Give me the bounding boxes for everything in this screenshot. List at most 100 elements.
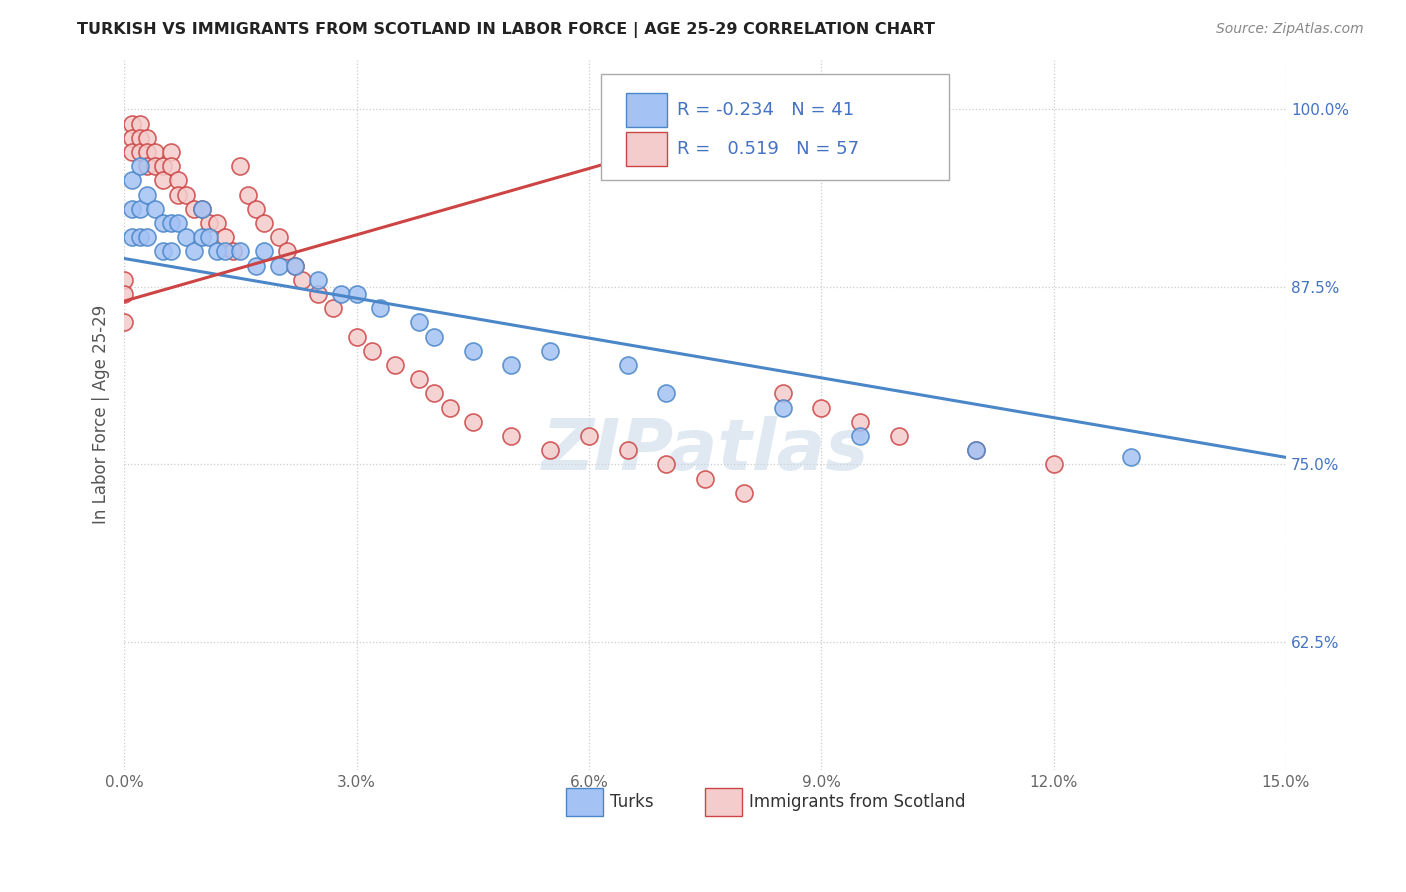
Point — [128, 230, 150, 244]
Point — [190, 230, 212, 244]
Point — [253, 216, 276, 230]
Point — [361, 343, 384, 358]
Point — [205, 216, 228, 230]
Point — [214, 230, 236, 244]
FancyBboxPatch shape — [626, 132, 666, 166]
Point — [810, 401, 832, 415]
Point — [887, 429, 910, 443]
Point — [772, 401, 794, 415]
FancyBboxPatch shape — [565, 788, 603, 816]
Point — [578, 429, 600, 443]
Point — [167, 187, 190, 202]
FancyBboxPatch shape — [600, 74, 949, 180]
Point — [461, 343, 484, 358]
Point — [112, 273, 135, 287]
Point — [136, 187, 159, 202]
Point — [236, 187, 259, 202]
Point — [121, 130, 143, 145]
Point — [276, 244, 298, 259]
Point — [190, 202, 212, 216]
Point — [152, 216, 174, 230]
Point — [198, 216, 221, 230]
Point — [229, 159, 252, 173]
Point — [159, 216, 181, 230]
Point — [538, 343, 561, 358]
Point — [439, 401, 461, 415]
Text: TURKISH VS IMMIGRANTS FROM SCOTLAND IN LABOR FORCE | AGE 25-29 CORRELATION CHART: TURKISH VS IMMIGRANTS FROM SCOTLAND IN L… — [77, 22, 935, 38]
Point — [693, 472, 716, 486]
FancyBboxPatch shape — [626, 93, 666, 127]
Point — [136, 230, 159, 244]
Point — [174, 187, 197, 202]
Point — [1119, 450, 1142, 465]
Point — [307, 287, 329, 301]
Point — [269, 230, 291, 244]
Point — [183, 202, 205, 216]
Point — [152, 159, 174, 173]
Text: R =   0.519   N = 57: R = 0.519 N = 57 — [678, 140, 859, 158]
Point — [655, 458, 678, 472]
Text: Source: ZipAtlas.com: Source: ZipAtlas.com — [1216, 22, 1364, 37]
Point — [501, 429, 523, 443]
Point — [384, 358, 406, 372]
Point — [152, 173, 174, 187]
Point — [121, 173, 143, 187]
Point — [346, 287, 368, 301]
Point — [167, 216, 190, 230]
Point — [269, 259, 291, 273]
Point — [284, 259, 307, 273]
Point — [159, 159, 181, 173]
Point — [152, 244, 174, 259]
Point — [423, 386, 446, 401]
Point — [346, 329, 368, 343]
Point — [205, 244, 228, 259]
Point — [112, 287, 135, 301]
Point — [190, 202, 212, 216]
Point — [368, 301, 391, 316]
Text: R = -0.234   N = 41: R = -0.234 N = 41 — [678, 101, 855, 119]
Point — [965, 443, 987, 458]
Point — [143, 202, 166, 216]
Point — [322, 301, 344, 316]
Point — [245, 259, 267, 273]
Point — [143, 145, 166, 159]
Point — [461, 415, 484, 429]
Point — [284, 259, 307, 273]
Point — [330, 287, 353, 301]
Point — [772, 386, 794, 401]
Point — [1042, 458, 1064, 472]
Point — [128, 159, 150, 173]
Point — [291, 273, 314, 287]
Point — [121, 116, 143, 130]
Point — [121, 230, 143, 244]
Point — [214, 244, 236, 259]
Y-axis label: In Labor Force | Age 25-29: In Labor Force | Age 25-29 — [93, 305, 110, 524]
Point — [307, 273, 329, 287]
Point — [128, 145, 150, 159]
Point — [408, 372, 430, 386]
Point — [655, 386, 678, 401]
Point — [501, 358, 523, 372]
Point — [965, 443, 987, 458]
Point — [136, 159, 159, 173]
Point — [159, 145, 181, 159]
FancyBboxPatch shape — [704, 788, 742, 816]
Point — [221, 244, 243, 259]
Point — [733, 486, 755, 500]
Point — [128, 130, 150, 145]
Point — [128, 116, 150, 130]
Text: ZIPatlas: ZIPatlas — [541, 416, 869, 484]
Point — [198, 230, 221, 244]
Point — [183, 244, 205, 259]
Point — [121, 202, 143, 216]
Point — [423, 329, 446, 343]
Point — [174, 230, 197, 244]
Point — [121, 145, 143, 159]
Point — [159, 244, 181, 259]
Point — [408, 315, 430, 329]
Point — [616, 358, 638, 372]
Text: Turks: Turks — [610, 793, 654, 811]
Point — [538, 443, 561, 458]
Point — [128, 202, 150, 216]
Point — [167, 173, 190, 187]
